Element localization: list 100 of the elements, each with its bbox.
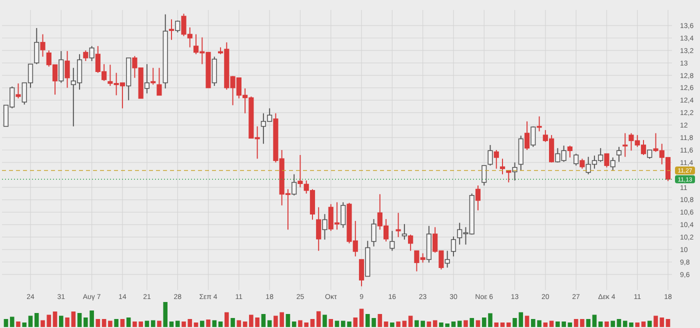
bar (52, 312, 58, 327)
bar (598, 322, 603, 327)
bar (384, 322, 388, 327)
candlestick (482, 165, 487, 186)
bar (292, 322, 296, 327)
candlestick (396, 212, 401, 238)
bar (144, 320, 150, 327)
candlestick (168, 18, 174, 40)
candlestick (488, 144, 493, 166)
candlestick (500, 158, 506, 175)
bar (476, 320, 480, 327)
candlestick (408, 234, 414, 252)
bar (666, 319, 670, 327)
bar (647, 320, 652, 327)
bar (396, 322, 400, 327)
candlestick (524, 120, 530, 150)
bar (230, 318, 235, 327)
candlestick (616, 146, 622, 162)
candlestick (622, 132, 628, 158)
bar (543, 322, 548, 327)
bar (242, 322, 248, 327)
candlestick (64, 50, 70, 88)
candlestick (156, 67, 162, 96)
bar (457, 320, 462, 327)
bar (512, 318, 517, 327)
bar (470, 318, 474, 327)
bar (224, 312, 229, 327)
bar (408, 316, 413, 327)
bar (390, 322, 394, 327)
candlestick (580, 158, 585, 170)
bar (65, 318, 70, 327)
bar (494, 322, 499, 327)
bar (451, 322, 456, 327)
candlestick (494, 150, 499, 170)
bar (206, 320, 210, 327)
candlestick (567, 145, 572, 158)
candlestick (390, 230, 395, 252)
candlestick (610, 156, 616, 172)
bar (359, 308, 364, 327)
bar (163, 302, 168, 327)
bar (120, 319, 125, 327)
candlestick (371, 218, 376, 247)
bar (378, 314, 382, 327)
candlestick (536, 116, 542, 132)
bar (574, 319, 578, 327)
candlestick (450, 236, 456, 257)
bar (157, 320, 162, 327)
candlestick (322, 214, 328, 240)
candlestick (16, 82, 21, 99)
bar (102, 319, 106, 327)
bar (610, 320, 615, 327)
bar (169, 322, 174, 327)
bar (641, 322, 646, 327)
bar (322, 314, 327, 327)
bar (402, 320, 407, 327)
bar (261, 314, 266, 327)
bar (4, 319, 8, 327)
candlestick (34, 28, 40, 65)
candlestick (298, 154, 303, 188)
candlestick (40, 34, 46, 58)
bar (592, 314, 597, 327)
bar (114, 319, 118, 327)
candlestick (150, 67, 156, 86)
bar (586, 319, 590, 327)
bar (34, 313, 39, 327)
candlestick (89, 46, 94, 62)
bar (96, 319, 100, 327)
candlestick (144, 64, 150, 94)
candlestick (58, 50, 64, 84)
bar (28, 316, 33, 327)
candlestick (212, 56, 217, 86)
bar (218, 322, 223, 327)
bar (16, 322, 20, 327)
bar (126, 318, 131, 327)
bar (568, 322, 572, 327)
bar (310, 319, 315, 327)
candlestick (604, 153, 610, 168)
bar (175, 320, 180, 327)
candlestick (358, 259, 364, 287)
bar (616, 319, 622, 327)
bar (353, 318, 358, 327)
bar (236, 320, 242, 327)
bar (108, 320, 112, 327)
candlestick (444, 250, 450, 268)
bar (194, 322, 198, 327)
bar (580, 319, 584, 327)
bar (150, 320, 156, 327)
candlestick (292, 174, 297, 196)
bar (286, 314, 290, 327)
candlestick (402, 224, 407, 240)
candlestick (175, 20, 180, 33)
bar (10, 316, 14, 327)
candlestick (340, 202, 346, 228)
bar (426, 322, 432, 327)
bar (200, 320, 204, 327)
bar (500, 322, 505, 327)
candlestick (83, 50, 88, 62)
candlestick (574, 153, 579, 166)
candlestick (316, 206, 322, 252)
candlestick (475, 184, 481, 211)
